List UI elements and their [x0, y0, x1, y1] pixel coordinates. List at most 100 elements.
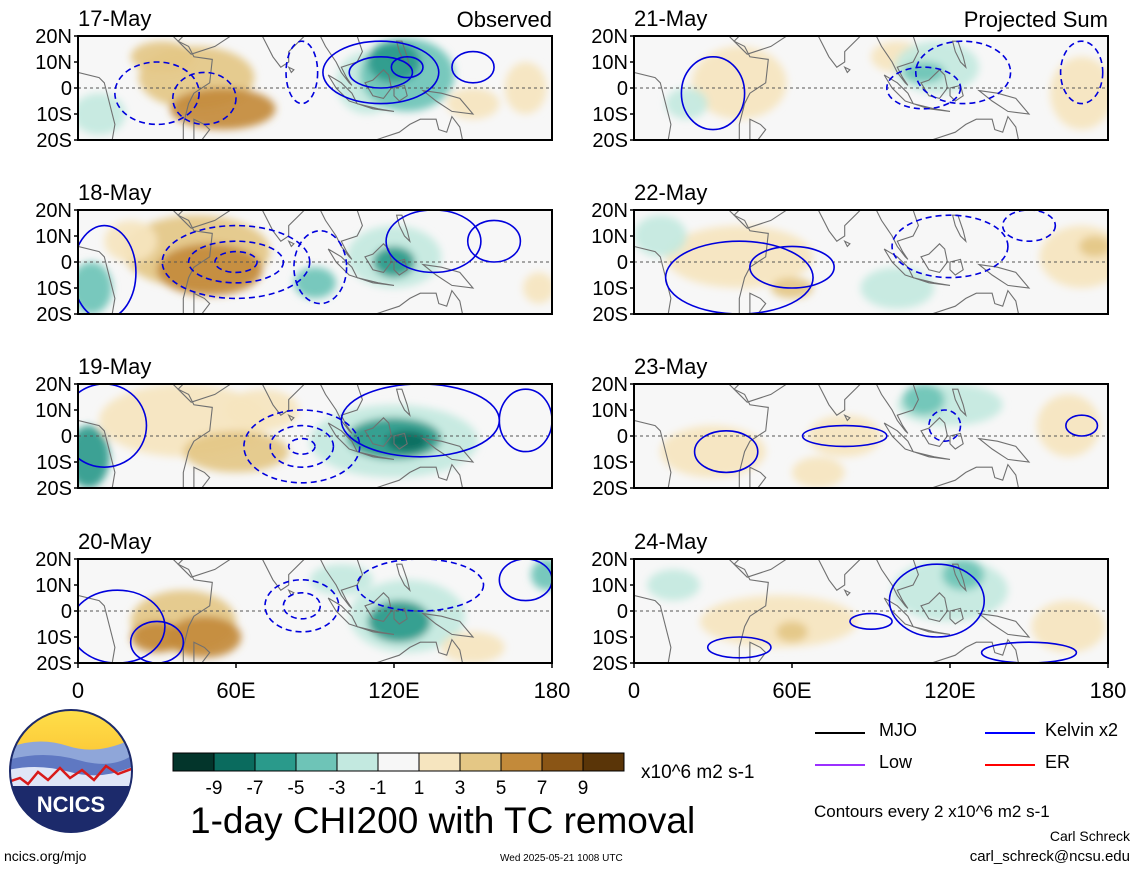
kelvin-contour — [498, 388, 552, 453]
coastline — [817, 384, 862, 416]
map-panel-left-2: 20N 10N 0 10S 20S 18-May — [35, 180, 553, 326]
lat-tick-label: 20N — [35, 26, 72, 48]
coastline — [421, 263, 475, 289]
lon-tick-label: 0 — [628, 678, 640, 703]
kelvin-contour — [129, 620, 185, 663]
panel-date: 22-May — [634, 180, 707, 205]
author-email: carl_schreck@ncsu.edu — [969, 848, 1130, 865]
lat-tick-label: 20N — [591, 200, 628, 222]
panel-date: 24-May — [634, 529, 707, 554]
legend: MJO Kelvin x2 Low ER — [815, 718, 1135, 788]
anomaly-area — [386, 430, 429, 452]
coastline — [193, 292, 211, 314]
colorbar-swatch — [377, 752, 420, 772]
coastline — [395, 563, 411, 592]
lat-tick-label: 10S — [36, 452, 72, 474]
coastline — [287, 239, 295, 248]
coastline — [817, 36, 862, 68]
ncics-logo: NCICS — [8, 708, 134, 834]
kelvin-contour — [390, 55, 424, 79]
kelvin-contour — [282, 591, 322, 620]
anomaly-area — [78, 93, 126, 135]
kelvin-contour — [187, 240, 285, 284]
lat-tick-label: 10S — [592, 627, 628, 649]
coastline — [733, 210, 788, 229]
lat-tick-label: 0 — [617, 78, 628, 100]
coastline — [875, 210, 919, 260]
anomaly-area — [130, 621, 184, 653]
lat-tick-label: 0 — [617, 252, 628, 274]
coastline — [421, 437, 475, 463]
coastline — [931, 463, 1020, 488]
kelvin-contour — [78, 224, 137, 314]
kelvin-contour — [264, 578, 340, 633]
coastline — [319, 210, 363, 260]
lat-tick-label: 10N — [35, 575, 72, 597]
anomaly-area — [860, 267, 935, 309]
coastline — [356, 277, 395, 286]
coastline — [177, 559, 232, 578]
anomaly-area — [1079, 236, 1108, 257]
panel-date: 19-May — [78, 354, 151, 379]
anomaly-area — [665, 88, 708, 120]
lat-tick-label: 20S — [36, 653, 72, 675]
lon-tick-label: 180 — [1090, 678, 1127, 703]
lat-tick-label: 10N — [35, 52, 72, 74]
panel-date: 18-May — [78, 180, 151, 205]
anomaly-area — [225, 389, 300, 431]
coastline — [261, 36, 306, 68]
lat-tick-label: 0 — [61, 252, 72, 274]
kelvin-contour — [171, 71, 237, 126]
coastline — [177, 210, 232, 229]
lat-tick-label: 10N — [591, 226, 628, 248]
coastline — [749, 466, 767, 488]
legend-swatch-low — [815, 764, 865, 766]
coastline — [749, 292, 767, 314]
anomaly-area — [699, 595, 858, 648]
anomaly-area — [130, 41, 194, 73]
coastline — [733, 384, 788, 403]
coastline — [634, 210, 769, 314]
colorbar-swatch — [459, 752, 502, 772]
lat-tick-label: 10S — [592, 278, 628, 300]
coastline — [319, 559, 363, 609]
kelvin-contour — [693, 430, 759, 474]
anomaly-area — [902, 384, 945, 416]
coastline — [875, 384, 919, 434]
coastline — [843, 588, 851, 597]
anomaly-area — [504, 62, 547, 114]
colorbar-swatch — [418, 752, 461, 772]
anomaly-area — [902, 62, 945, 83]
coastline — [634, 559, 769, 663]
coastline — [931, 289, 1020, 314]
anomaly-area — [776, 621, 808, 643]
anomaly-area — [167, 616, 242, 658]
coastline — [843, 239, 851, 248]
kelvin-contour — [498, 559, 552, 602]
legend-swatch-kelvin — [985, 732, 1035, 734]
kelvin-contour — [1001, 210, 1057, 242]
kelvin-contour — [466, 219, 522, 263]
colorbar-label: 7 — [537, 778, 548, 798]
legend-item-low: Low — [815, 750, 945, 780]
site-link[interactable]: ncics.org/mjo — [4, 848, 87, 864]
lon-tick-label: 60E — [772, 678, 811, 703]
coastline — [261, 559, 306, 591]
panel-date: 21-May — [634, 6, 707, 31]
anomaly-area — [1036, 394, 1101, 457]
lat-tick-label: 20S — [36, 478, 72, 500]
lat-tick-label: 10N — [591, 400, 628, 422]
legend-item-kelvin: Kelvin x2 — [985, 718, 1135, 748]
coastline — [375, 115, 464, 140]
anomaly-area — [1039, 225, 1108, 288]
coastline — [875, 36, 919, 86]
panel-date: 23-May — [634, 354, 707, 379]
coastline — [421, 89, 475, 115]
coastline — [977, 612, 1031, 638]
coastline — [843, 413, 851, 422]
kelvin-contour — [161, 224, 311, 300]
kelvin-contours — [664, 210, 1057, 314]
coastline — [843, 65, 851, 74]
coastline — [912, 626, 951, 635]
timestamp: Wed 2025-05-21 1008 UTC — [500, 853, 623, 864]
